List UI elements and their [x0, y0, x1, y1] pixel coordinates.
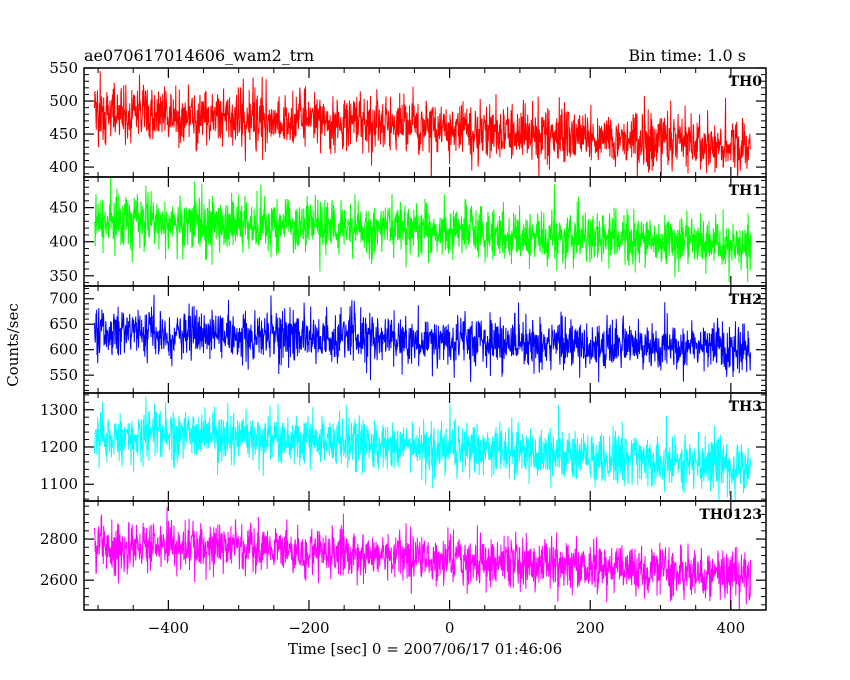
y-axis-label: Counts/sec: [4, 303, 22, 387]
panel-th0123: 2600 2800 TH0123: [40, 500, 767, 611]
x-tick-label: −200: [288, 619, 329, 637]
bin-time-label: Bin time: 1.0 s: [628, 46, 746, 65]
panel-th2: 550 600 650 700 TH2: [49, 285, 767, 394]
y-tick-label: 400: [49, 233, 78, 251]
panels-group: 400 450 500 550 TH0 350 400 450 TH1 550 600 650 700 T…: [40, 59, 767, 637]
x-tick-label: 400: [717, 619, 746, 637]
y-tick-label: 450: [49, 125, 78, 143]
series-line-th2: [94, 294, 751, 383]
y-tick-label: 600: [49, 341, 78, 359]
y-tick-label: 1300: [40, 401, 78, 419]
x-tick-label: 0: [445, 619, 455, 637]
y-tick-label: 350: [49, 267, 78, 285]
y-tick-label: 450: [49, 199, 78, 217]
y-tick-label: 1200: [40, 438, 78, 456]
panel-name-label: TH3: [729, 399, 762, 415]
chart-title: ae070617014606_wam2_trn: [84, 46, 314, 65]
x-tick-label: 200: [576, 619, 605, 637]
y-tick-label: 2800: [40, 530, 78, 548]
panel-name-label: TH1: [729, 183, 762, 199]
panel-th0: 400 450 500 550 TH0: [49, 59, 767, 178]
series-line-th1: [94, 177, 751, 283]
panel-name-label: TH0: [729, 74, 763, 90]
panel-th3: 1100 1200 1300 TH3: [40, 392, 767, 502]
y-tick-label: 500: [49, 92, 78, 110]
y-tick-label: 1100: [40, 475, 78, 493]
series-line-th0: [94, 70, 751, 177]
panel-name-label: TH0123: [699, 507, 762, 523]
series-line-th3: [94, 396, 751, 501]
y-tick-label: 400: [49, 158, 78, 176]
y-tick-label: 2600: [40, 571, 78, 589]
y-tick-label: 550: [49, 366, 78, 384]
panel-th1: 350 400 450 TH1: [49, 176, 767, 287]
x-tick-label: −400: [148, 619, 189, 637]
series-line-th0123: [94, 507, 751, 610]
x-axis-label: Time [sec] 0 = 2007/06/17 01:46:06: [288, 640, 562, 658]
y-tick-label: 700: [49, 290, 78, 308]
panel-name-label: TH2: [729, 292, 762, 308]
y-tick-label: 550: [49, 59, 78, 77]
y-tick-label: 650: [49, 315, 78, 333]
